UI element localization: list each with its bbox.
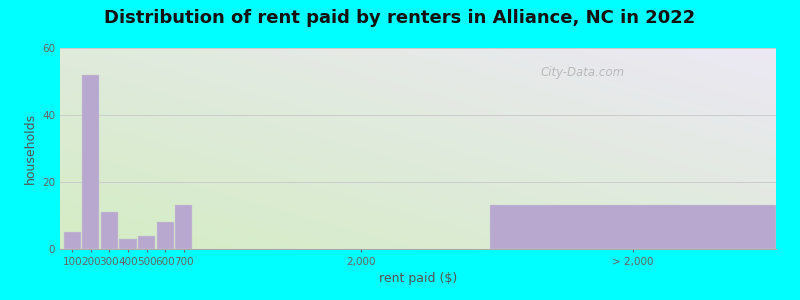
Bar: [175, 206, 193, 249]
Text: Distribution of rent paid by renters in Alliance, NC in 2022: Distribution of rent paid by renters in …: [104, 9, 696, 27]
Bar: [101, 212, 118, 249]
Bar: [490, 206, 776, 249]
Bar: [119, 239, 137, 249]
X-axis label: rent paid ($): rent paid ($): [379, 272, 457, 285]
Bar: [138, 236, 155, 249]
Bar: [157, 222, 174, 249]
Text: City-Data.com: City-Data.com: [541, 66, 625, 79]
Bar: [63, 232, 81, 249]
Y-axis label: households: households: [23, 113, 37, 184]
Bar: [82, 75, 99, 249]
